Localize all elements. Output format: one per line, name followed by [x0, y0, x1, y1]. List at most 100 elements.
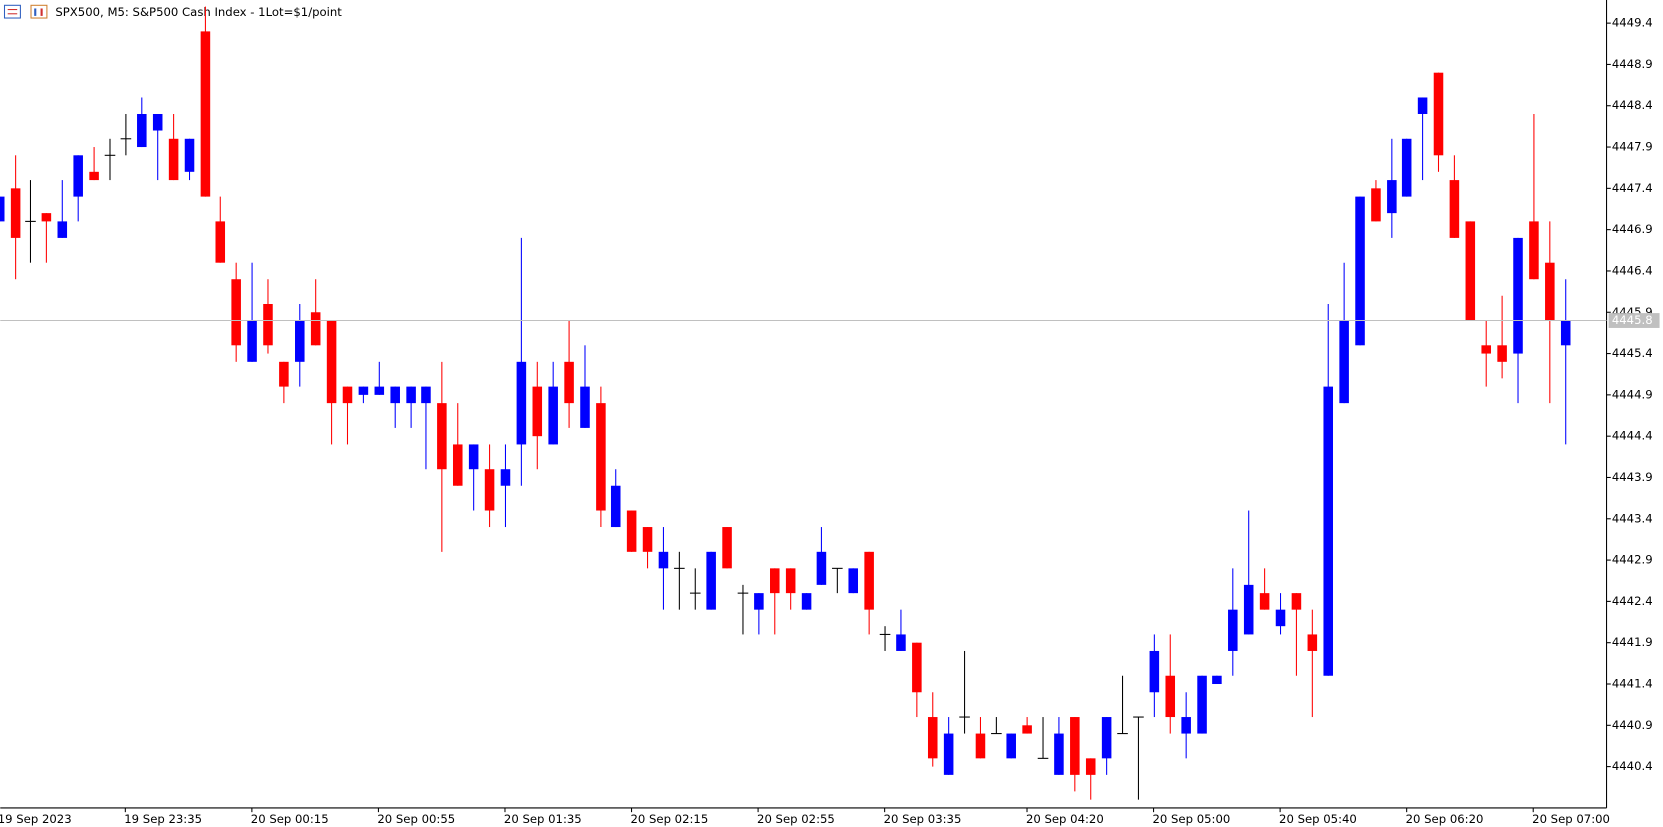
candle-body	[1291, 593, 1302, 610]
candle-body	[1529, 221, 1539, 280]
x-tick-label: 20 Sep 04:20	[1026, 812, 1104, 826]
candle-body	[848, 568, 859, 594]
candle-body	[1054, 733, 1064, 775]
x-tick-label: 19 Sep 2023	[0, 812, 72, 826]
x-tick-label: 20 Sep 05:40	[1279, 812, 1357, 826]
candle-body	[816, 551, 827, 585]
y-tick-label: 4440.9	[1612, 718, 1653, 732]
candle-body	[801, 593, 812, 610]
x-tick-label: 20 Sep 05:00	[1153, 812, 1231, 826]
candle-body	[10, 188, 21, 238]
candle-body	[231, 279, 241, 346]
plot-area	[0, 6, 1571, 800]
candle-body	[1497, 345, 1507, 362]
candle-body	[452, 444, 463, 486]
candle-body	[580, 386, 590, 428]
last-price-label: 4445.8	[1612, 313, 1653, 327]
candle-body	[642, 527, 653, 552]
candle-body	[927, 717, 938, 759]
candle-body	[1259, 593, 1270, 610]
x-tick-label: 20 Sep 02:55	[757, 812, 835, 826]
candle-body	[247, 320, 257, 362]
candle-body	[1401, 138, 1412, 197]
x-tick-label: 20 Sep 06:20	[1406, 812, 1484, 826]
y-tick-label: 4441.9	[1612, 635, 1653, 649]
candle-body	[785, 568, 796, 594]
icon-chart[interactable]	[30, 4, 48, 19]
candle-body	[722, 527, 732, 569]
x-tick-label: 20 Sep 00:55	[377, 812, 455, 826]
candle-body	[137, 114, 147, 148]
candle-body	[1085, 758, 1096, 775]
candle-body	[1165, 675, 1176, 718]
candle-body	[626, 510, 637, 552]
candle-body	[1339, 320, 1349, 404]
candle-body	[152, 114, 163, 131]
candle-body	[1022, 725, 1032, 734]
candle-body	[1197, 675, 1207, 734]
candle-body	[484, 469, 495, 511]
y-tick-label: 4446.9	[1612, 222, 1653, 236]
candle-body	[468, 444, 479, 470]
candle-body	[1465, 221, 1476, 321]
candle-body	[1545, 262, 1555, 321]
y-tick-label: 4447.4	[1612, 181, 1653, 195]
chart-title: SPX500, M5: S&P500 Cash Index - 1Lot=$1/…	[55, 5, 342, 19]
candle-body	[295, 320, 305, 362]
candle-body	[168, 138, 179, 181]
candle-body	[200, 31, 211, 197]
candle-body	[1212, 675, 1222, 685]
y-tick-label: 4443.9	[1612, 470, 1653, 484]
candle-body	[0, 196, 5, 222]
candle-body	[263, 304, 273, 346]
y-tick-label: 4441.4	[1612, 677, 1653, 691]
candle-body	[564, 361, 574, 404]
candle-body	[943, 733, 954, 775]
x-tick-label: 20 Sep 02:15	[630, 812, 708, 826]
y-tick-label: 4447.9	[1612, 140, 1653, 154]
candle-body	[1149, 650, 1160, 693]
candle-body	[548, 386, 558, 445]
y-tick-label: 4449.4	[1612, 16, 1653, 30]
y-tick-label: 4446.4	[1612, 263, 1653, 277]
candle-body	[1513, 237, 1523, 354]
candle-body	[1307, 634, 1318, 651]
x-tick-label: 20 Sep 07:00	[1532, 812, 1610, 826]
candle-body	[610, 485, 621, 528]
candle-body	[1449, 180, 1460, 238]
candle-body	[1481, 345, 1491, 354]
candle-body	[1417, 97, 1428, 115]
candle-body	[1228, 609, 1238, 651]
icon-list[interactable]	[3, 4, 21, 19]
candle-body	[310, 312, 321, 346]
candle-body	[516, 361, 527, 445]
candle-body	[770, 568, 780, 594]
toolbar-icons	[3, 4, 48, 19]
candle-body	[1181, 717, 1191, 734]
x-tick-label: 20 Sep 03:35	[884, 812, 962, 826]
candle-body	[57, 221, 68, 238]
candle-body	[390, 386, 400, 404]
candle-body	[1070, 717, 1080, 775]
candle-body	[1006, 733, 1016, 759]
candle-body	[754, 593, 764, 610]
candle-body	[89, 171, 99, 181]
y-tick-label: 4444.9	[1612, 387, 1653, 401]
y-tick-label: 4448.4	[1612, 98, 1653, 112]
candle-body	[1323, 386, 1334, 676]
candle-body	[279, 361, 289, 387]
candle-body	[421, 386, 431, 404]
candle-body	[73, 155, 83, 197]
candle-body	[1560, 320, 1571, 346]
candle-body	[358, 386, 369, 395]
x-tick-label: 19 Sep 23:35	[124, 812, 202, 826]
y-tick-label: 4440.4	[1612, 759, 1653, 773]
candle-body	[1355, 196, 1365, 346]
candle-body	[1387, 180, 1397, 214]
y-tick-label: 4444.4	[1612, 429, 1653, 443]
candle-body	[184, 138, 195, 172]
candle-body	[912, 642, 922, 693]
candle-body	[1243, 584, 1254, 635]
candle-body	[1275, 609, 1286, 627]
